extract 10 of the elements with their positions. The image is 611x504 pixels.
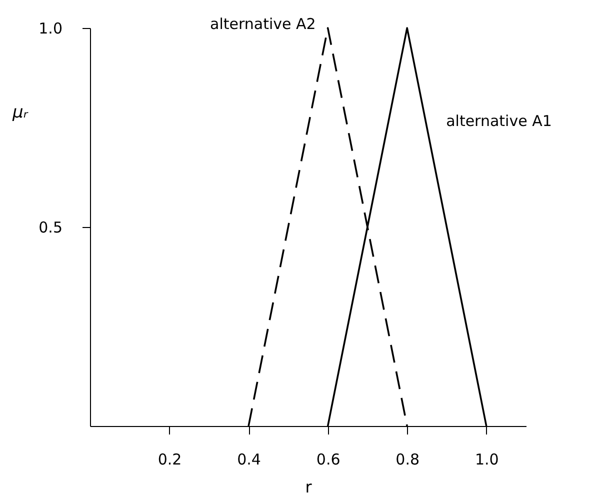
x-tick-label: 0.4 xyxy=(237,450,261,468)
x-tick-label: 0.8 xyxy=(396,450,420,468)
x-tick-label: 1.0 xyxy=(474,450,499,468)
x-axis-title: r xyxy=(305,478,312,496)
series-label: alternative A2 xyxy=(210,15,316,33)
y-tick-label: 0.5 xyxy=(38,218,62,236)
x-tick-label: 0.6 xyxy=(316,450,340,468)
x-tick-label: 0.2 xyxy=(158,450,182,468)
y-axis-title: μᵣ xyxy=(12,102,28,122)
series-label: alternative A1 xyxy=(446,112,552,130)
